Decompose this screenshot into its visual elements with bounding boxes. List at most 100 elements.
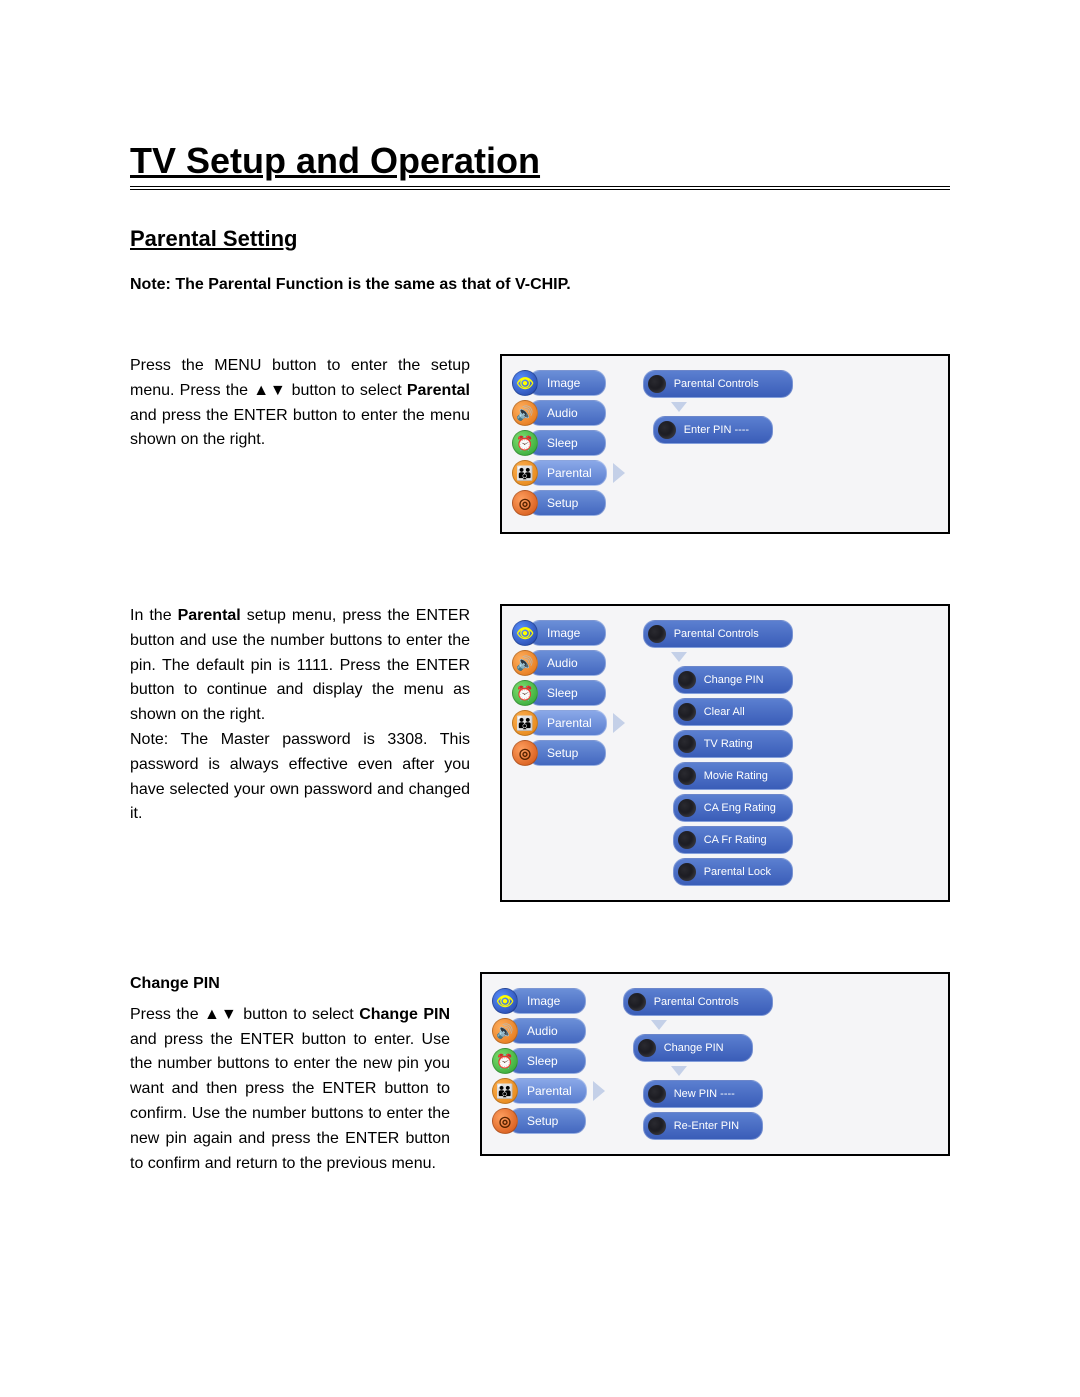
item-icon (658, 421, 676, 439)
submenu-item[interactable]: Clear All (673, 698, 793, 726)
s3-text-post: and press the ENTER button to enter. Use… (130, 1031, 450, 1172)
person-icon: 👪 (512, 710, 538, 736)
eye-icon: 👁 (512, 620, 538, 646)
dropdown-arrow-icon (671, 402, 687, 412)
menu-label: Audio (528, 400, 606, 426)
gear-icon: ◎ (492, 1108, 518, 1134)
item-label: Enter PIN ---- (684, 424, 749, 436)
s2-text-pre: In the (130, 607, 178, 624)
menu-item-audio[interactable]: 🔊Audio (512, 400, 625, 426)
item-label: Change PIN (704, 674, 764, 686)
item-label: CA Eng Rating (704, 802, 776, 814)
menu-label: Setup (528, 740, 606, 766)
submenu-item[interactable]: Parental Lock (673, 858, 793, 886)
parental-controls-header-3[interactable]: Parental Controls (623, 988, 773, 1016)
menu-item-image[interactable]: 👁Image (512, 370, 625, 396)
gear-icon: ◎ (512, 490, 538, 516)
s3-text-pre: Press the ▲▼ button to select (130, 1006, 359, 1023)
menu-item-audio[interactable]: 🔊Audio (512, 650, 625, 676)
submenu-item[interactable]: CA Fr Rating (673, 826, 793, 854)
menu-label: Image (528, 370, 606, 396)
item-icon (678, 767, 696, 785)
menu-label: Sleep (528, 430, 606, 456)
submenu-item[interactable]: Change PIN (673, 666, 793, 694)
item-label: CA Fr Rating (704, 834, 767, 846)
vchip-note: Note: The Parental Function is the same … (130, 276, 950, 294)
sub-list-3: New PIN ---- Re-Enter PIN (643, 1080, 938, 1140)
menu-item-sleep[interactable]: ⏰Sleep (512, 430, 625, 456)
section-2: In the Parental setup menu, press the EN… (130, 604, 950, 902)
submenu-item[interactable]: Movie Rating (673, 762, 793, 790)
menu-item-audio[interactable]: 🔊Audio (492, 1018, 605, 1044)
clock-icon: ⏰ (492, 1048, 518, 1074)
s1-text-post: and press the ENTER button to enter the … (130, 407, 470, 449)
right-col-3: Parental Controls Change PIN New PIN ---… (623, 988, 938, 1140)
chevron-right-icon (613, 463, 625, 483)
speaker-icon: 🔊 (492, 1018, 518, 1044)
menu-label: Parental (508, 1078, 587, 1104)
header-icon (628, 993, 646, 1011)
item-label: Clear All (704, 706, 745, 718)
menu-item-parental[interactable]: 👪Parental (512, 710, 625, 736)
submenu-item[interactable]: Re-Enter PIN (643, 1112, 763, 1140)
s3-text-bold: Change PIN (359, 1006, 450, 1023)
header-label: Parental Controls (674, 378, 759, 390)
section-1: Press the MENU button to enter the setup… (130, 354, 950, 534)
item-label: Parental Lock (704, 866, 771, 878)
screenshot-1: 👁Image 🔊Audio ⏰Sleep 👪Parental ◎Setup Parent… (500, 354, 950, 534)
submenu-item[interactable]: New PIN ---- (643, 1080, 763, 1108)
dropdown-arrow-icon (671, 1066, 687, 1076)
menu-item-image[interactable]: 👁Image (492, 988, 605, 1014)
person-icon: 👪 (512, 460, 538, 486)
change-pin-heading: Change PIN (130, 972, 450, 997)
s2-text-note: Note: The Master password is 3308. This … (130, 731, 470, 822)
person-icon: 👪 (492, 1078, 518, 1104)
submenu-item[interactable]: CA Eng Rating (673, 794, 793, 822)
header-label: Parental Controls (654, 996, 739, 1008)
menu-item-sleep[interactable]: ⏰Sleep (512, 680, 625, 706)
right-col-2: Parental Controls Change PIN Clear All TV … (643, 620, 938, 886)
menu-item-setup[interactable]: ◎Setup (512, 740, 625, 766)
header-icon (648, 375, 666, 393)
menu-item-setup[interactable]: ◎Setup (512, 490, 625, 516)
menu-label: Image (508, 988, 586, 1014)
menu-label: Audio (528, 650, 606, 676)
item-icon (678, 799, 696, 817)
item-label: Movie Rating (704, 770, 768, 782)
item-label: Change PIN (664, 1042, 724, 1054)
dropdown-arrow-icon (651, 1020, 667, 1030)
item-icon (648, 1085, 666, 1103)
eye-icon: 👁 (492, 988, 518, 1014)
s1-text-bold: Parental (407, 382, 470, 399)
parental-controls-header-2[interactable]: Parental Controls (643, 620, 793, 648)
change-pin-subheader[interactable]: Change PIN (633, 1034, 753, 1062)
chevron-right-icon (593, 1081, 605, 1101)
section-3: Change PIN Press the ▲▼ button to select… (130, 972, 950, 1176)
screenshot-3: 👁Image 🔊Audio ⏰Sleep 👪Parental ◎Setup Parent… (480, 972, 950, 1156)
item-icon (678, 703, 696, 721)
left-menu-1: 👁Image 🔊Audio ⏰Sleep 👪Parental ◎Setup (512, 370, 625, 518)
menu-label: Parental (528, 710, 607, 736)
menu-label: Image (528, 620, 606, 646)
parental-controls-header[interactable]: Parental Controls (643, 370, 793, 398)
item-icon (678, 671, 696, 689)
sub-list-2: Change PIN Clear All TV Rating Movie Rating… (673, 666, 938, 886)
enter-pin-item[interactable]: Enter PIN ---- (653, 416, 773, 444)
chevron-right-icon (613, 713, 625, 733)
item-label: New PIN ---- (674, 1088, 735, 1100)
menu-item-image[interactable]: 👁Image (512, 620, 625, 646)
left-menu-2: 👁Image 🔊Audio ⏰Sleep 👪Parental ◎Setup (512, 620, 625, 886)
clock-icon: ⏰ (512, 430, 538, 456)
gear-icon: ◎ (512, 740, 538, 766)
menu-item-sleep[interactable]: ⏰Sleep (492, 1048, 605, 1074)
menu-label: Setup (528, 490, 606, 516)
section-1-text: Press the MENU button to enter the setup… (130, 354, 470, 453)
menu-label: Sleep (528, 680, 606, 706)
menu-item-parental[interactable]: 👪Parental (512, 460, 625, 486)
menu-label: Parental (528, 460, 607, 486)
submenu-item[interactable]: TV Rating (673, 730, 793, 758)
section-3-text: Change PIN Press the ▲▼ button to select… (130, 972, 450, 1176)
menu-item-setup[interactable]: ◎Setup (492, 1108, 605, 1134)
menu-item-parental[interactable]: 👪Parental (492, 1078, 605, 1104)
speaker-icon: 🔊 (512, 400, 538, 426)
